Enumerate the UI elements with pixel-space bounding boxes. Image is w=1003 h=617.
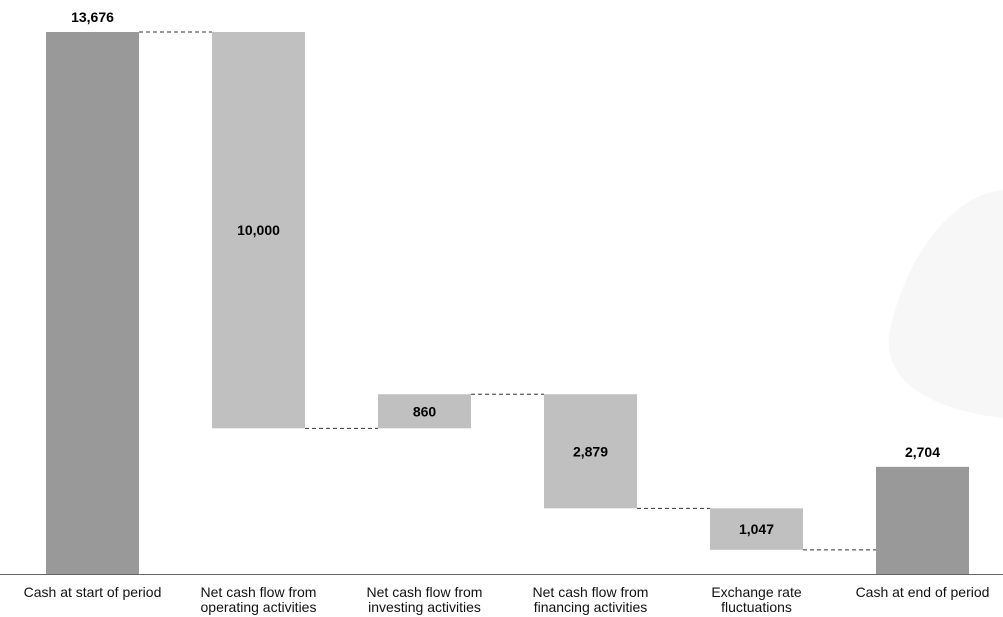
value-label-2: 860 xyxy=(413,403,437,419)
bars-group xyxy=(46,32,969,574)
bar-4 xyxy=(710,508,803,550)
value-labels-group: 13,676 10,000 860 2,879 1,047 2,704 xyxy=(71,9,940,537)
bar-0 xyxy=(46,32,139,574)
bar-2 xyxy=(378,394,471,429)
category-labels-group: Cash at start of period Net cash flow fro… xyxy=(24,584,990,615)
bar-1 xyxy=(212,32,305,429)
background-shape xyxy=(888,190,1003,418)
connectors-group xyxy=(139,31,876,551)
bar-5 xyxy=(876,466,969,574)
value-label-4: 1,047 xyxy=(739,521,774,537)
category-label-2: Net cash flow from investing activities xyxy=(367,584,483,615)
value-label-0: 13,676 xyxy=(71,9,114,25)
value-label-1: 10,000 xyxy=(237,222,280,238)
category-label-0: Cash at start of period xyxy=(24,584,162,600)
category-label-3: Net cash flow from financing activities xyxy=(533,584,649,615)
value-label-3: 2,879 xyxy=(573,443,608,459)
category-label-5: Cash at end of period xyxy=(856,584,990,600)
category-label-4: Exchange rate fluctuations xyxy=(711,584,801,615)
bar-3 xyxy=(544,394,637,509)
category-label-1: Net cash flow from operating activities xyxy=(201,584,317,615)
value-label-5: 2,704 xyxy=(905,444,940,460)
